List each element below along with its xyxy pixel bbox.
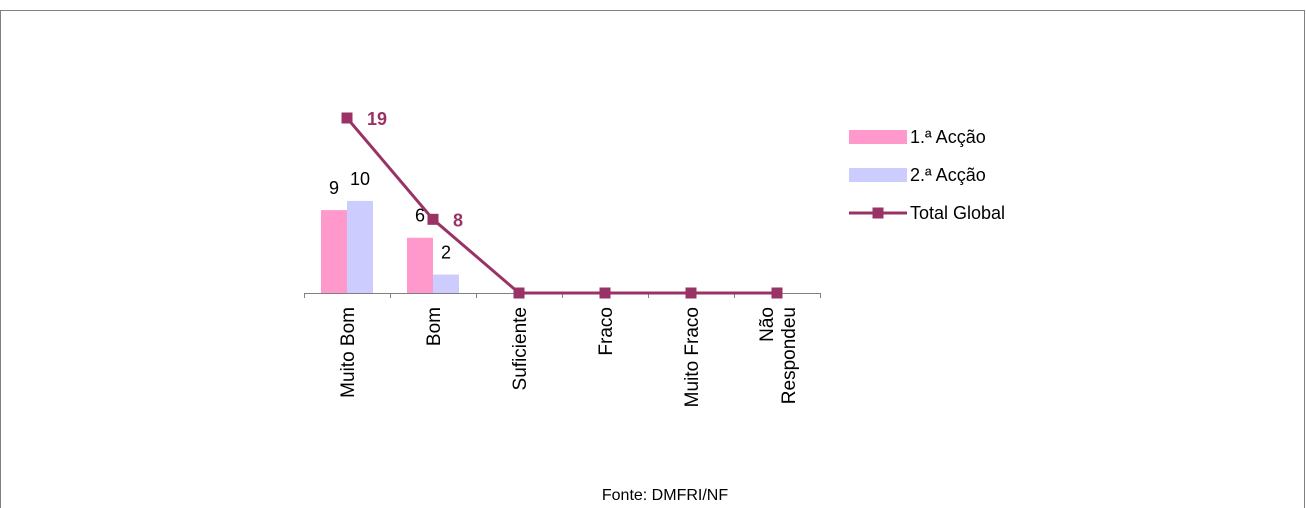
category-label-text: Muito Fraco: [682, 307, 703, 407]
category-label: Bom: [424, 307, 445, 346]
category-label-text: Bom: [424, 307, 445, 346]
legend-swatch: [849, 130, 907, 144]
bar-2: [433, 274, 459, 293]
category-label: Suficiente: [510, 307, 531, 390]
line-marker: [513, 287, 525, 299]
bar-data-label: 10: [350, 169, 370, 189]
chart-border: [0, 10, 1305, 508]
category-label-text: Respondeu: [779, 307, 800, 404]
legend: 1.ª Acção 2.ª Acção Total Global: [849, 127, 1005, 223]
category-label: Fraco: [596, 307, 617, 356]
line-marker: [771, 287, 783, 299]
category-label-text: Muito Bom: [338, 307, 359, 398]
category-label-text: Fraco: [596, 307, 617, 356]
bar-data-label: 9: [329, 178, 339, 198]
legend-label: Total Global: [910, 203, 1005, 223]
line-data-label: 19: [367, 109, 387, 129]
total-line: [345, 117, 777, 295]
category-label: Muito Fraco: [682, 307, 703, 407]
plot-area: 9 6 10 2 19 8 Muito Bom Bom Suficiente Fraco Muito…: [304, 109, 821, 407]
line-marker: [599, 287, 611, 299]
source-note: Fonte: DMFRI/NF: [602, 487, 728, 504]
line-marker: [427, 213, 439, 225]
legend-label: 2.ª Acção: [910, 165, 986, 185]
line-marker: [685, 287, 697, 299]
legend-label: 1.ª Acção: [910, 127, 986, 147]
bar-data-label: 2: [441, 243, 451, 263]
bar-1: [407, 237, 433, 293]
legend-marker: [872, 207, 884, 219]
category-label-text: Suficiente: [510, 307, 531, 390]
legend-swatch: [849, 168, 907, 182]
line-data-label: 8: [453, 210, 463, 230]
category-label: Não Respondeu: [757, 307, 800, 404]
bar-data-label: 6: [415, 206, 425, 226]
category-label: Muito Bom: [338, 307, 359, 398]
bar-1: [321, 210, 347, 293]
category-label-text: Não: [757, 307, 778, 342]
bar-2: [347, 200, 373, 293]
line-marker: [341, 112, 353, 124]
